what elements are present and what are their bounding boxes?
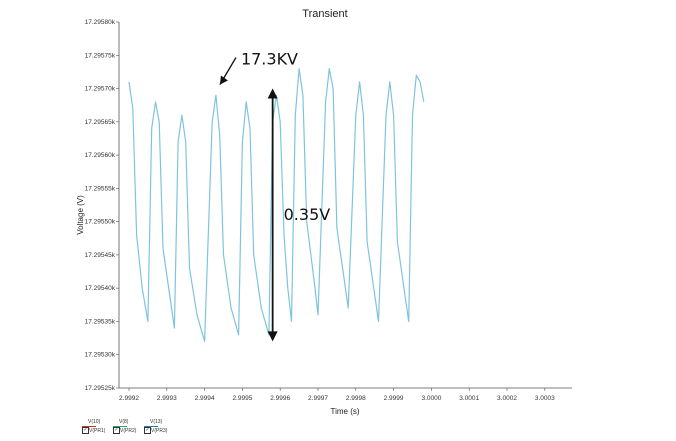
x-tick-label: 2.9994 xyxy=(195,395,215,402)
chart-title: Transient xyxy=(302,8,347,20)
legend-probe-label: V(PR2) xyxy=(120,427,137,434)
legend-checkbox[interactable]: ✓ xyxy=(82,427,89,434)
x-axis-ticks: 2.9992 2.9993 2.9994 2.9995 2.9996 2.9997 2.99… xyxy=(119,388,555,402)
annotation-arrowhead xyxy=(219,75,228,85)
series-layer xyxy=(128,68,425,342)
y-tick-label: 17.29565k xyxy=(85,119,116,126)
x-tick-label: 2.9998 xyxy=(346,395,366,402)
legend-swatch xyxy=(113,426,127,427)
x-tick-label: 2.9992 xyxy=(119,395,139,402)
legend-entry[interactable]: V(13) ✓V(PR3) xyxy=(144,419,167,434)
legend-probe-label: V(PR1) xyxy=(89,427,106,434)
legend-probe-label: V(PR3) xyxy=(151,427,168,434)
legend-swatch xyxy=(82,426,96,427)
range-arrowhead-top xyxy=(267,88,278,99)
x-axis-title: Time (s) xyxy=(330,407,359,416)
y-tick-label: 17.29560k xyxy=(85,152,116,159)
legend-node-label: V(8) xyxy=(119,419,129,425)
legend-node-label: V(10) xyxy=(88,419,101,425)
x-tick-label: 2.9997 xyxy=(308,395,328,402)
y-tick-label: 17.29540k xyxy=(85,285,116,292)
x-tick-label: 2.9993 xyxy=(157,395,177,402)
series-line xyxy=(128,68,425,342)
y-axis-title: Voltage (V) xyxy=(76,195,85,235)
range-label: 0.35V xyxy=(284,205,331,224)
legend-checkbox[interactable]: ✓ xyxy=(113,427,120,434)
y-tick-label: 17.29550k xyxy=(85,219,116,226)
range-arrowhead-bottom xyxy=(267,331,278,342)
legend-entry[interactable]: V(10) ✓V(PR1) xyxy=(82,419,105,434)
x-tick-label: 3.0001 xyxy=(459,395,479,402)
annotation-label: 17.3KV xyxy=(241,50,298,69)
legend-swatch xyxy=(144,426,158,427)
y-tick-label: 17.29535k xyxy=(85,318,116,325)
x-tick-label: 2.9999 xyxy=(384,395,404,402)
y-tick-label: 17.29525k xyxy=(85,385,116,392)
y-tick-label: 17.29575k xyxy=(85,52,116,59)
x-tick-label: 3.0002 xyxy=(497,395,517,402)
legend-entry[interactable]: V(8) ✓V(PR2) xyxy=(113,419,136,434)
legend-checkbox[interactable]: ✓ xyxy=(144,427,151,434)
annotation-layer: 17.3KV 0.35V xyxy=(219,50,331,342)
x-tick-label: 2.9996 xyxy=(270,395,290,402)
x-tick-label: 2.9995 xyxy=(232,395,252,402)
x-tick-label: 3.0000 xyxy=(421,395,441,402)
y-tick-label: 17.29545k xyxy=(85,252,116,259)
y-tick-label: 17.29530k xyxy=(85,352,116,359)
y-axis-ticks: 17.29525k 17.29530k 17.29535k 17.29540k 17.2… xyxy=(85,19,119,392)
y-tick-label: 17.29555k xyxy=(85,185,116,192)
x-tick-label: 3.0003 xyxy=(535,395,555,402)
y-tick-label: 17.29580k xyxy=(85,19,116,26)
y-tick-label: 17.29570k xyxy=(85,86,116,93)
legend-node-label: V(13) xyxy=(150,419,163,425)
